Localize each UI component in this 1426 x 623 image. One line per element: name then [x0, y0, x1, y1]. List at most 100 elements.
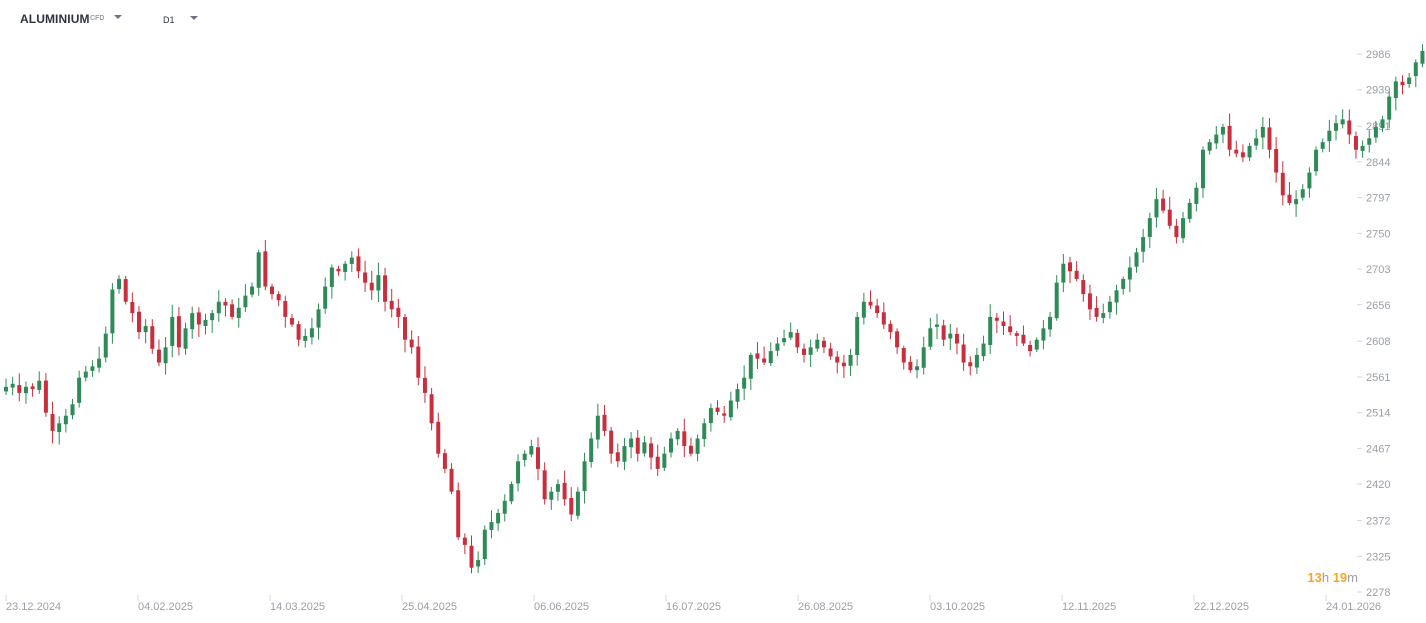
candle-body: [828, 348, 833, 357]
candle-body: [1048, 316, 1053, 330]
candle-body: [1327, 130, 1332, 142]
candle-body: [1247, 145, 1252, 158]
candle-body: [981, 343, 986, 357]
candle-body: [309, 328, 314, 338]
y-axis-label: 2561: [1366, 372, 1390, 384]
candle-body: [30, 386, 35, 390]
candle-body: [1041, 328, 1046, 341]
candle-body: [968, 362, 973, 367]
candle-body: [1260, 126, 1265, 138]
y-axis-label: 2939: [1366, 85, 1390, 97]
candle-body: [1174, 225, 1179, 238]
candle-body: [795, 332, 800, 348]
candle-body: [349, 257, 354, 264]
candle-body: [17, 385, 22, 393]
candle-body: [456, 490, 461, 538]
candle-body: [163, 347, 168, 364]
candle-body: [1141, 237, 1146, 252]
candle-body: [156, 349, 161, 363]
symbol-dropdown-chevron-icon[interactable]: [114, 15, 122, 19]
candle-body: [1054, 282, 1059, 319]
candle-body: [881, 312, 886, 325]
candle-body: [848, 354, 853, 366]
candle-body: [482, 529, 487, 560]
x-axis-label: 03.10.2025: [930, 601, 985, 613]
candle-body: [748, 354, 753, 379]
candle-body: [103, 333, 108, 358]
candle-body: [316, 309, 321, 328]
candle-body: [536, 447, 540, 469]
candle-body: [250, 286, 255, 295]
candle-body: [1267, 127, 1272, 150]
candle-body: [695, 438, 700, 454]
candle-body: [516, 461, 521, 484]
x-axis-label: 22.12.2025: [1194, 601, 1249, 613]
candle-body: [1014, 333, 1019, 336]
candle-body: [1127, 267, 1132, 280]
candle-body: [57, 423, 62, 433]
candle-body: [1254, 138, 1259, 146]
timeframe-dropdown-chevron-icon[interactable]: [190, 16, 198, 20]
candle-body: [1353, 136, 1358, 150]
candle-body: [449, 468, 454, 492]
candle-body: [1294, 199, 1299, 205]
candle-body: [948, 333, 953, 339]
symbol-label[interactable]: ALUMINIUM: [20, 12, 90, 26]
candle-body: [1061, 263, 1066, 283]
candle-body: [203, 319, 208, 327]
candle-body: [329, 267, 334, 287]
candle-body: [296, 324, 301, 340]
candle-body: [768, 351, 773, 364]
candle-body: [436, 421, 441, 454]
candle-body: [1240, 152, 1245, 158]
candle-body: [921, 347, 926, 368]
candle-body: [1307, 172, 1312, 189]
candle-body: [409, 339, 414, 348]
candle-body: [230, 304, 235, 317]
candle-body: [1360, 145, 1365, 151]
candle-body: [522, 453, 527, 461]
candle-body: [236, 307, 241, 318]
candle-body: [708, 408, 713, 424]
candle-body: [1314, 149, 1319, 172]
candle-body: [256, 252, 261, 288]
candle-body: [1300, 189, 1305, 198]
candle-body: [602, 414, 607, 431]
candle-body: [123, 279, 128, 302]
candle-body: [895, 331, 900, 348]
candle-body: [908, 361, 913, 371]
candle-body: [183, 328, 188, 349]
candle-body: [901, 347, 906, 363]
y-axis-label: 2608: [1366, 336, 1390, 348]
candle-body: [376, 275, 381, 291]
candle-body: [609, 430, 614, 454]
candle-body: [841, 362, 846, 367]
candle-body: [994, 317, 999, 321]
candle-body: [462, 537, 467, 545]
candle-body: [1114, 290, 1119, 303]
candle-body: [4, 386, 8, 392]
candle-body: [974, 354, 979, 368]
candle-body: [649, 443, 654, 458]
candle-body: [1134, 252, 1139, 267]
timeframe-label[interactable]: D1: [163, 15, 175, 25]
candle-body: [1373, 126, 1378, 138]
candle-body: [1367, 138, 1372, 145]
candle-body: [1008, 326, 1013, 333]
candle-body: [289, 318, 294, 325]
candle-body: [143, 326, 148, 333]
y-axis-label: 2420: [1366, 479, 1390, 491]
x-axis-label: 06.06.2025: [534, 601, 589, 613]
candle-body: [70, 404, 75, 416]
candle-body: [1420, 50, 1425, 64]
candle-body: [635, 437, 640, 454]
candle-body: [283, 301, 288, 317]
candle-body: [888, 323, 893, 333]
candle-body: [915, 366, 920, 371]
candle-body: [1280, 172, 1285, 196]
candle-body: [1034, 339, 1039, 350]
candle-body: [1387, 96, 1392, 120]
candle-body: [988, 316, 993, 346]
candle-body: [755, 353, 760, 359]
